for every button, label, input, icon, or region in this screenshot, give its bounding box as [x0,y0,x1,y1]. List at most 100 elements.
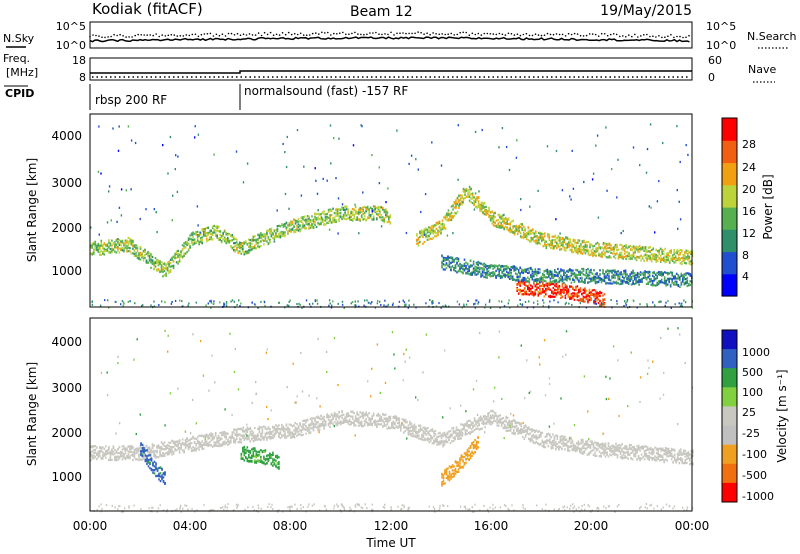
heatmap-cell [364,299,366,302]
heatmap-cell [513,269,515,272]
heatmap-cell [157,260,160,264]
heatmap-cell [681,250,683,253]
heatmap-cell [216,226,218,229]
heatmap-cell [448,260,451,263]
search-count-dot [131,36,133,38]
heatmap-cell [548,273,550,276]
heatmap-cell [468,193,471,197]
heatmap-cell [416,242,418,245]
heatmap-cell [593,275,595,278]
heatmap-cell [566,242,569,245]
search-count-dot [555,33,558,35]
heatmap-cell [564,296,567,300]
heatmap-cell [94,456,97,459]
heatmap-cell [474,130,477,133]
heatmap-cell [558,284,561,288]
heatmap-cell [646,250,648,253]
heatmap-cell [476,196,478,199]
heatmap-cell [668,272,670,275]
search-count-dot [221,33,224,35]
heatmap-cell [465,189,468,192]
heatmap-cell [543,284,546,287]
heatmap-cell [587,281,589,284]
heatmap-cell [659,257,662,260]
heatmap-cell [577,239,579,242]
heatmap-cell [255,240,258,243]
heatmap-cell [254,244,256,247]
heatmap-cell [175,440,178,443]
heatmap-cell [605,244,608,247]
heatmap-cell [523,268,526,271]
heatmap-cell [479,206,481,209]
heatmap-cell [248,251,250,254]
heatmap-cell [489,266,491,269]
heatmap-cell [98,233,100,236]
heatmap-cell [237,245,240,248]
heatmap-cell [139,247,142,250]
heatmap-cell [420,229,423,232]
freq-line [90,70,692,74]
heatmap-cell [660,278,663,281]
heatmap-cell [582,269,585,272]
heatmap-cell [625,251,627,254]
heatmap-cell [260,234,262,237]
heatmap-cell [327,216,330,219]
heatmap-cell [672,281,675,285]
heatmap-cell [502,272,505,275]
heatmap-cell [530,289,532,292]
heatmap-cell [248,438,250,441]
heatmap-cell [514,267,517,270]
heatmap-cell [671,259,674,262]
heatmap-cell [150,455,152,458]
heatmap-cell [685,273,687,276]
heatmap-cell [211,433,214,436]
heatmap-cell [196,441,199,444]
heatmap-cell [214,444,217,447]
heatmap-cell [515,224,517,227]
heatmap-cell [476,206,478,209]
heatmap-cell [671,271,673,274]
heatmap-cell [459,202,462,205]
heatmap-cell [449,214,451,217]
heatmap-cell [554,238,557,241]
heatmap-cell [147,250,149,254]
heatmap-cell [207,437,209,440]
heatmap-cell [402,299,404,302]
heatmap-cell [437,231,439,234]
heatmap-cell [132,446,134,449]
heatmap-cell [300,216,303,219]
heatmap-cell [133,252,136,255]
heatmap-cell [100,241,103,244]
heatmap-cell [272,237,274,240]
heatmap-cell [582,268,585,271]
heatmap-cell [461,203,463,206]
heatmap-cell [160,270,163,273]
heatmap-cell [552,292,555,295]
heatmap-cell [676,189,678,192]
heatmap-cell [216,441,218,444]
heatmap-cell [688,272,690,275]
heatmap-cell [684,251,686,254]
heatmap-cell [636,276,639,279]
heatmap-cell [243,253,246,256]
heatmap-cell [685,251,688,254]
heatmap-cell [578,270,580,274]
heatmap-cell [487,273,490,276]
heatmap-cell [575,246,578,249]
heatmap-cell [441,255,443,258]
search-count-dot [537,34,540,36]
heatmap-cell [644,256,647,259]
heatmap-cell [199,240,202,243]
heatmap-cell [679,276,681,279]
heatmap-cell [604,245,606,248]
search-count-dot [676,35,678,38]
heatmap-cell [428,229,430,232]
heatmap-cell [315,218,318,221]
heatmap-cell [321,211,324,214]
heatmap-cell [446,234,449,237]
heatmap-cell [248,436,250,439]
heatmap-cell [178,451,181,454]
heatmap-cell [106,449,109,452]
search-count-dot [501,33,504,36]
heatmap-cell [121,458,124,461]
